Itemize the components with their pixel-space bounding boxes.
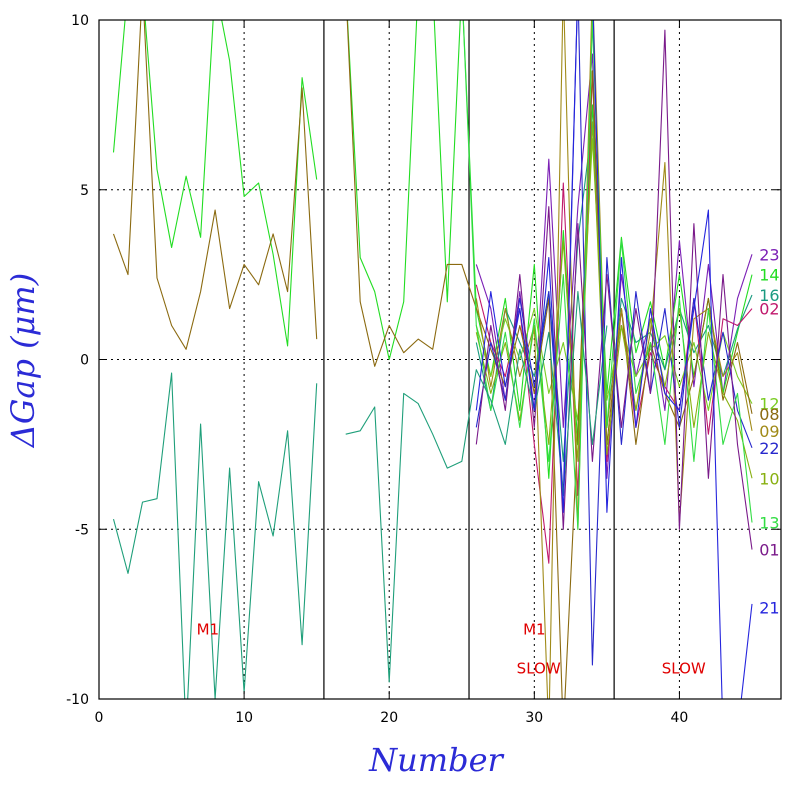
annotations: M1 M1 SLOW SLOW xyxy=(197,620,706,677)
series-label-22: 22 xyxy=(759,439,779,458)
series-label-01: 01 xyxy=(759,541,779,560)
series-label-12: 12 xyxy=(759,395,779,414)
annotation-label: SLOW xyxy=(662,660,706,678)
x-tick-label: 30 xyxy=(525,710,543,726)
y-tick-label: -5 xyxy=(75,522,89,538)
series-line-01 xyxy=(475,29,753,550)
y-tick-label: 10 xyxy=(71,13,89,29)
y-tick-label: 0 xyxy=(80,353,89,369)
x-tick-label: 10 xyxy=(235,710,253,726)
series-label-02: 02 xyxy=(759,300,779,319)
x-tick-label: 0 xyxy=(95,710,104,726)
series-line-12 xyxy=(475,138,753,422)
series-label-10: 10 xyxy=(759,469,779,488)
series-label-21: 21 xyxy=(759,598,779,617)
series-label-08: 08 xyxy=(759,405,779,424)
annotation-label: SLOW xyxy=(517,660,561,678)
grid xyxy=(99,20,781,699)
series-label-16: 16 xyxy=(759,286,779,305)
series-line-09 xyxy=(475,20,753,699)
annotation-label: M1 xyxy=(197,620,220,638)
x-axis-title: Number xyxy=(368,741,504,779)
series-line-13 xyxy=(462,20,753,530)
series-label-14: 14 xyxy=(759,266,779,285)
x-tick-label: 40 xyxy=(671,710,689,726)
series-line-14 xyxy=(112,20,753,479)
series-label-09: 09 xyxy=(759,422,779,441)
x-tick-label: 20 xyxy=(380,710,398,726)
annotation-label: M1 xyxy=(523,620,546,638)
y-axis-title: ΔGap (μm) xyxy=(4,273,42,450)
series-label-13: 13 xyxy=(759,513,779,532)
y-tick-label: -10 xyxy=(66,692,89,708)
y-tick-label: 5 xyxy=(80,183,89,199)
series-line-21 xyxy=(475,20,753,699)
series-label-23: 23 xyxy=(759,245,779,264)
series-group xyxy=(112,20,753,699)
